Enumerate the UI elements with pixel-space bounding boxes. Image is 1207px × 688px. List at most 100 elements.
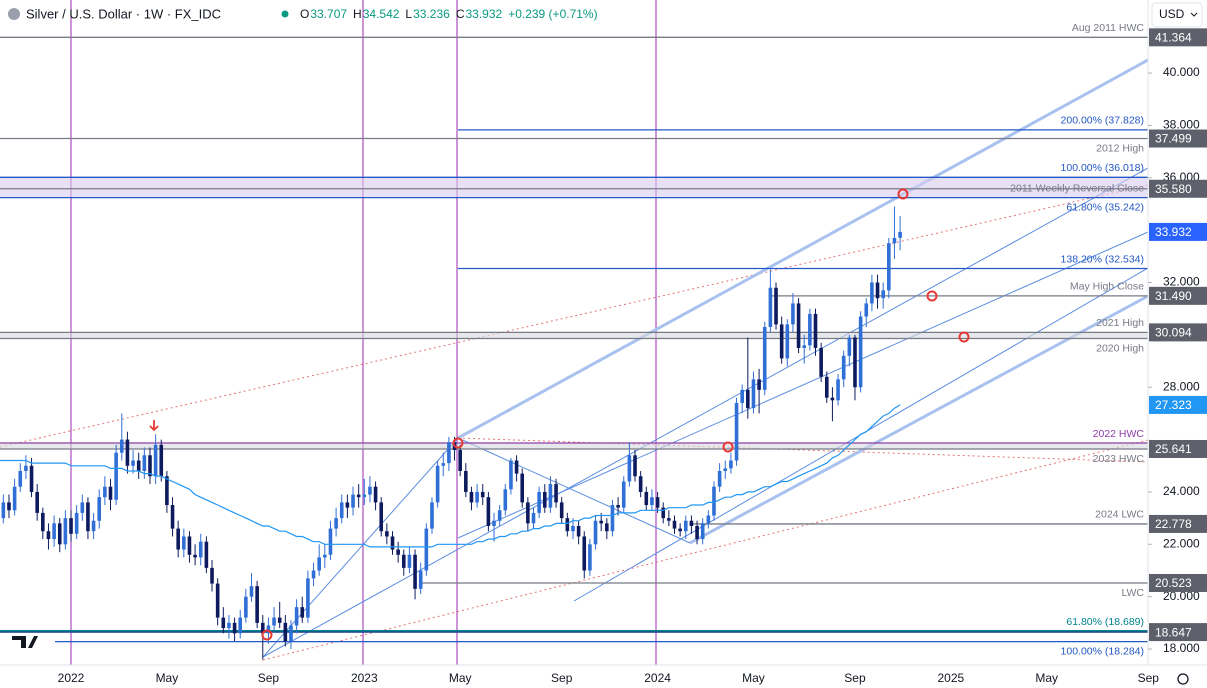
- candle-body: [751, 379, 756, 409]
- level-label: 100.00% (18.284): [1061, 645, 1144, 657]
- ohlc-value: 34.542: [363, 7, 400, 21]
- candle-body: [159, 444, 164, 477]
- price-box-label: 30.094: [1155, 326, 1192, 340]
- candle-body: [373, 486, 378, 503]
- candle-body: [480, 491, 485, 498]
- price-box: [1149, 573, 1207, 592]
- candle-body: [633, 455, 637, 477]
- candle-body: [210, 567, 214, 584]
- candle-body: [616, 505, 620, 508]
- candle-body: [492, 520, 496, 526]
- candle-body: [294, 607, 299, 626]
- candle-body: [7, 502, 11, 511]
- x-tick-label: Sep: [258, 671, 280, 685]
- candle-body: [723, 468, 728, 471]
- candle-body: [131, 460, 135, 466]
- candle-body: [385, 531, 389, 537]
- currency-button[interactable]: USD: [1151, 2, 1203, 28]
- candle-body: [187, 536, 192, 555]
- dropdown-icon: [1190, 12, 1198, 17]
- candle-body: [35, 491, 39, 513]
- candle-body: [554, 484, 558, 503]
- candle-body: [221, 617, 226, 629]
- x-tick-label: 2024: [644, 671, 671, 685]
- candle-body: [808, 313, 812, 346]
- currency-box[interactable]: [1151, 2, 1203, 28]
- candle-body: [103, 486, 107, 498]
- candle-body: [238, 617, 243, 634]
- price-box: [1149, 323, 1207, 342]
- candle-body: [796, 303, 801, 348]
- candle-body: [650, 497, 654, 506]
- currency[interactable]: USD: [1159, 7, 1185, 21]
- candle-body: [317, 557, 321, 571]
- ohlc-key: H: [353, 7, 362, 21]
- candle-body: [125, 439, 130, 466]
- level-label: 61.80% (35.242): [1066, 201, 1144, 213]
- candle-body: [74, 512, 79, 534]
- logo: [12, 636, 38, 648]
- trend-line: [262, 439, 1149, 661]
- candle-body: [24, 465, 28, 471]
- candle-body: [486, 497, 491, 526]
- marker-arrow: [149, 420, 159, 432]
- price-box-label: 22.778: [1155, 517, 1192, 531]
- candle-body: [41, 512, 45, 532]
- candle-body: [407, 554, 412, 568]
- candle-body: [390, 536, 395, 550]
- candle-body: [204, 541, 209, 568]
- y-tick-label: 38.000: [1163, 118, 1200, 132]
- candle-body: [418, 570, 423, 589]
- candle-body: [762, 327, 767, 390]
- x-tick-label: May: [742, 671, 765, 685]
- candle-body: [69, 518, 73, 534]
- candle-body: [548, 484, 553, 508]
- candle-body: [401, 554, 406, 568]
- settings-icon[interactable]: [1177, 673, 1189, 685]
- price-box: [1149, 28, 1207, 47]
- candle-body: [768, 287, 773, 328]
- candle-body: [729, 460, 733, 469]
- candle-body: [717, 470, 722, 487]
- candle-body: [706, 515, 711, 524]
- candle-body: [232, 622, 237, 634]
- candle-body: [86, 502, 90, 532]
- candle-body: [351, 494, 355, 508]
- candle-body: [520, 473, 525, 503]
- price-box-label: 20.523: [1155, 576, 1192, 590]
- candle-body: [368, 486, 372, 495]
- annotations: [12, 188, 970, 648]
- candle-body: [497, 510, 502, 521]
- price-box-label: 35.580: [1155, 182, 1192, 196]
- candle-body: [176, 528, 180, 550]
- marker-circle: [452, 437, 464, 449]
- candle-body: [700, 523, 705, 540]
- marker-circle: [926, 290, 938, 302]
- x-tick-label: May: [1035, 671, 1058, 685]
- trend-line: [457, 437, 1149, 463]
- candle-body: [599, 520, 603, 524]
- level-label: 2024 LWC: [1095, 509, 1144, 521]
- level-label: 100.00% (36.018): [1061, 162, 1144, 174]
- candle-body: [57, 523, 62, 545]
- candle-body: [509, 460, 513, 490]
- candle-body: [469, 491, 474, 503]
- ohlc-value: 33.932: [465, 7, 502, 21]
- channel-line: [457, 231, 1149, 539]
- y-tick-label: 28.000: [1163, 379, 1200, 393]
- x-tick-label: 2022: [58, 671, 85, 685]
- candle-body: [97, 497, 102, 521]
- price-box: [1149, 439, 1207, 458]
- candle-body: [29, 465, 34, 492]
- candle-body: [63, 518, 68, 545]
- channel-line: [262, 167, 1149, 658]
- candle-body: [695, 525, 699, 540]
- candle-body: [193, 554, 197, 558]
- level-label: 2023 HWC: [1093, 453, 1145, 465]
- x-tick-label: Sep: [844, 671, 866, 685]
- marker-circle: [958, 331, 970, 343]
- candle-body: [588, 544, 592, 571]
- candle-body: [791, 303, 795, 325]
- candle-body: [898, 231, 902, 238]
